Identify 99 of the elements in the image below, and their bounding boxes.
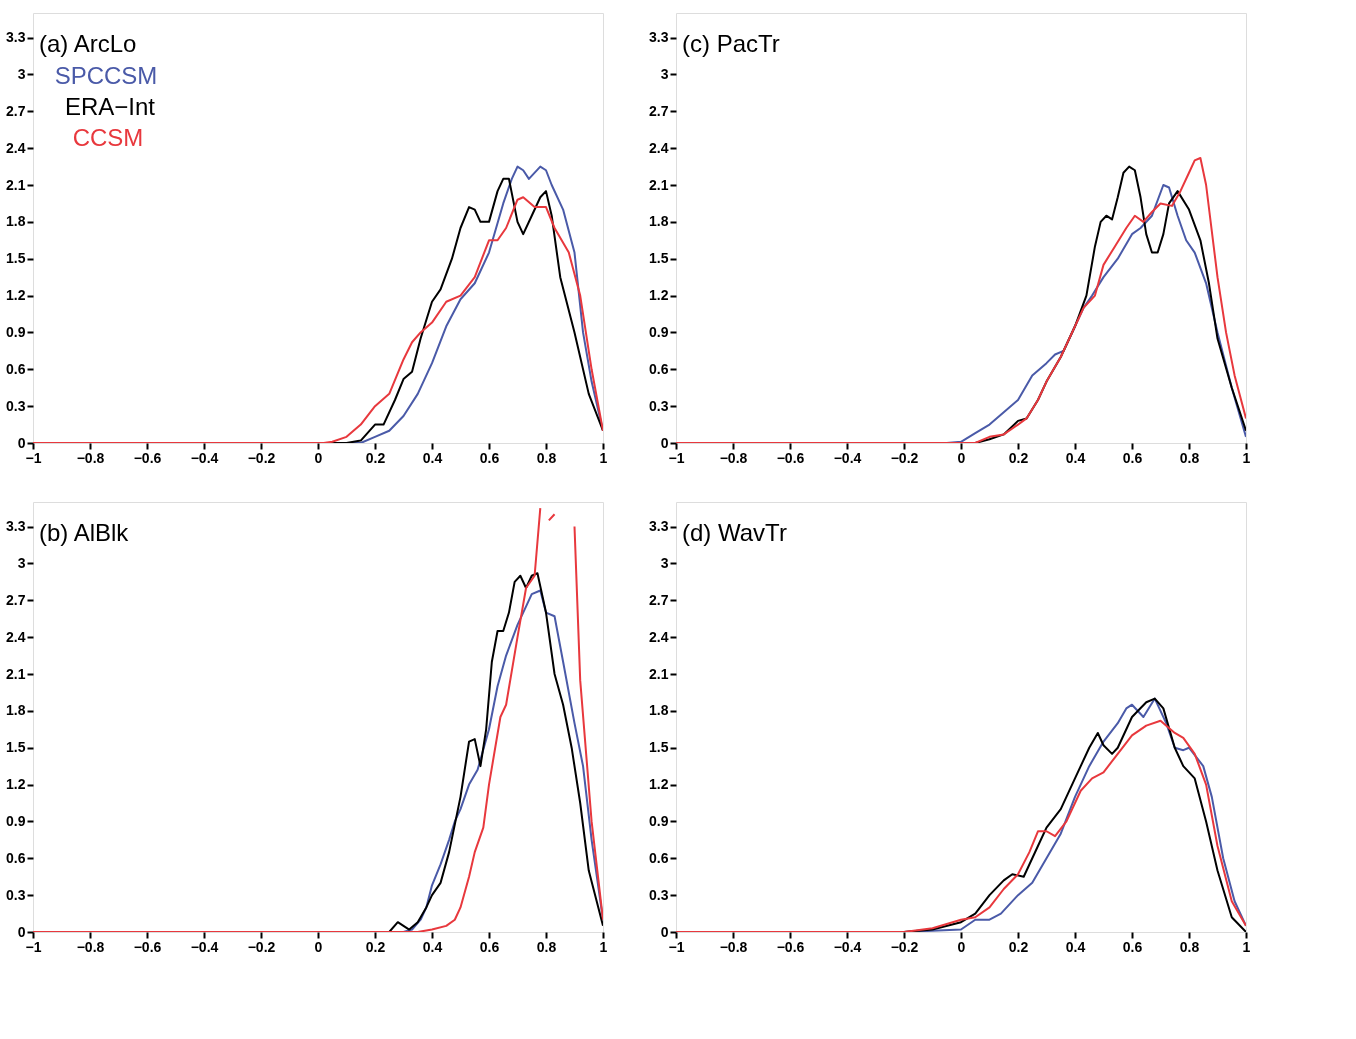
- y-tick-label: 0.3: [649, 397, 669, 414]
- x-tick-label: 0.8: [536, 938, 557, 955]
- y-tick-label: 0: [17, 923, 26, 940]
- y-tick-label: 1.2: [6, 776, 26, 793]
- x-tick-label: 1: [1242, 938, 1251, 955]
- x-tick-label: −0.8: [719, 449, 748, 466]
- text: (b) AlBlk: [39, 519, 130, 546]
- x-tick-label: −0.2: [890, 938, 919, 955]
- x-tick-label: −0.8: [719, 938, 748, 955]
- y-tick-label: 2.1: [6, 176, 26, 193]
- text: (a) ArcLo: [39, 30, 137, 57]
- x-tick-label: −0.8: [76, 449, 105, 466]
- x-tick-label: −0.4: [190, 449, 219, 466]
- y-tick-label: 1.8: [649, 702, 669, 719]
- x-tick-label: −0.2: [247, 938, 276, 955]
- y-tick-label: 2.4: [649, 628, 669, 645]
- x-tick-label: −1: [668, 938, 685, 955]
- y-tick-label: 1.8: [6, 213, 26, 230]
- y-tick-label: 0.9: [6, 323, 26, 340]
- x-tick-label: 0: [957, 938, 966, 955]
- x-tick-label: 0.6: [1122, 938, 1143, 955]
- y-tick-label: 3.3: [649, 29, 669, 46]
- y-tick-label: 0.9: [649, 812, 669, 829]
- y-tick-label: 0.6: [649, 849, 669, 866]
- x-tick-label: 0.2: [365, 449, 386, 466]
- y-tick-label: 3.3: [6, 29, 26, 46]
- y-tick-label: 0.6: [6, 849, 26, 866]
- text: (d) WavTr: [682, 519, 787, 546]
- y-tick-label: 2.7: [649, 102, 669, 119]
- x-tick-label: 1: [599, 449, 608, 466]
- y-tick-label: 1.8: [6, 702, 26, 719]
- y-tick-label: 0.6: [649, 360, 669, 377]
- x-tick-label: −1: [25, 449, 42, 466]
- y-tick-label: 3.3: [649, 518, 669, 535]
- y-tick-label: 2.7: [6, 102, 26, 119]
- text: SPCCSM: [54, 62, 158, 89]
- x-tick-label: −0.4: [190, 938, 219, 955]
- y-tick-label: 0: [660, 434, 669, 451]
- x-tick-label: −0.4: [833, 938, 862, 955]
- y-tick-label: 2.4: [6, 628, 26, 645]
- y-tick-label: 3: [17, 65, 26, 82]
- x-tick-label: 0.2: [365, 938, 386, 955]
- y-tick-label: 2.7: [6, 591, 26, 608]
- x-tick-label: −0.2: [247, 449, 276, 466]
- text: CCSM: [72, 124, 144, 151]
- x-tick-label: 1: [599, 938, 608, 955]
- y-tick-label: 2.1: [649, 665, 669, 682]
- x-tick-label: −0.6: [133, 938, 162, 955]
- x-tick-label: 0.2: [1008, 938, 1029, 955]
- y-tick-label: 0: [660, 923, 669, 940]
- y-tick-label: 3: [17, 554, 26, 571]
- x-tick-label: 0.4: [422, 938, 443, 955]
- x-tick-label: −1: [668, 449, 685, 466]
- y-tick-label: 2.7: [649, 591, 669, 608]
- x-tick-label: 0.4: [1065, 938, 1086, 955]
- y-tick-label: 2.4: [649, 139, 669, 156]
- y-tick-label: 3: [660, 554, 669, 571]
- x-tick-label: −0.8: [76, 938, 105, 955]
- x-tick-label: 0: [314, 938, 323, 955]
- x-tick-label: 0: [314, 449, 323, 466]
- y-tick-label: 1.5: [649, 739, 669, 756]
- y-tick-label: 0.6: [6, 360, 26, 377]
- y-tick-label: 0.9: [6, 812, 26, 829]
- y-tick-label: 1.5: [6, 250, 26, 267]
- y-tick-label: 3.3: [6, 518, 26, 535]
- x-tick-label: −0.6: [776, 938, 805, 955]
- x-tick-label: −0.6: [776, 449, 805, 466]
- y-tick-label: 0.3: [6, 397, 26, 414]
- x-tick-label: 0.6: [479, 938, 500, 955]
- x-tick-label: −0.6: [133, 449, 162, 466]
- y-tick-label: 0.3: [6, 886, 26, 903]
- text: ERA−Int: [64, 93, 156, 120]
- x-tick-label: 0.8: [536, 449, 557, 466]
- x-tick-label: 0.6: [479, 449, 500, 466]
- y-tick-label: 1.5: [649, 250, 669, 267]
- y-tick-label: 1.5: [6, 739, 26, 756]
- x-tick-label: 0.4: [422, 449, 443, 466]
- x-tick-label: 0.2: [1008, 449, 1029, 466]
- x-tick-label: 1: [1242, 449, 1251, 466]
- y-tick-label: 1.2: [649, 287, 669, 304]
- x-tick-label: −0.2: [890, 449, 919, 466]
- y-tick-label: 0.3: [649, 886, 669, 903]
- x-tick-label: 0.6: [1122, 449, 1143, 466]
- x-tick-label: 0.4: [1065, 449, 1086, 466]
- y-tick-label: 0.9: [649, 323, 669, 340]
- x-tick-label: −1: [25, 938, 42, 955]
- y-tick-label: 1.2: [649, 776, 669, 793]
- x-tick-label: 0.8: [1179, 449, 1200, 466]
- y-tick-label: 0: [17, 434, 26, 451]
- x-tick-label: 0: [957, 449, 966, 466]
- y-tick-label: 2.1: [649, 176, 669, 193]
- y-tick-label: 2.1: [6, 665, 26, 682]
- y-tick-label: 2.4: [6, 139, 26, 156]
- y-tick-label: 1.8: [649, 213, 669, 230]
- text: (c) PacTr: [682, 30, 780, 57]
- x-tick-label: −0.4: [833, 449, 862, 466]
- x-tick-label: 0.8: [1179, 938, 1200, 955]
- y-tick-label: 1.2: [6, 287, 26, 304]
- y-tick-label: 3: [660, 65, 669, 82]
